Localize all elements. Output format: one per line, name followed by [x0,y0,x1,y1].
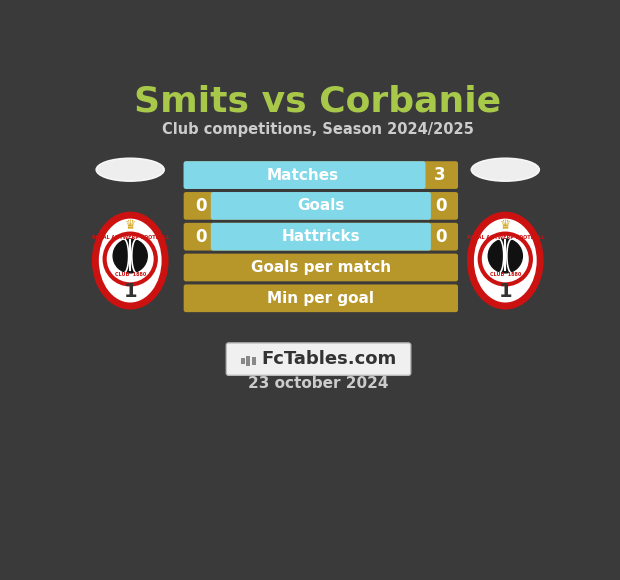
FancyBboxPatch shape [226,343,410,375]
Text: ♛: ♛ [125,219,136,231]
Circle shape [489,239,522,273]
FancyBboxPatch shape [184,161,425,189]
Text: 1: 1 [123,282,137,301]
Text: Hattricks: Hattricks [281,229,360,244]
Text: CLUB  1880: CLUB 1880 [490,272,521,277]
FancyBboxPatch shape [184,161,458,189]
Ellipse shape [471,215,540,306]
Text: 0: 0 [435,228,447,246]
Text: CLUB  1880: CLUB 1880 [115,272,146,277]
FancyBboxPatch shape [252,357,255,364]
Text: Min per goal: Min per goal [267,291,374,306]
Circle shape [113,239,148,273]
FancyBboxPatch shape [184,284,458,312]
Text: ROYAL ANTWERP FOOTBALL: ROYAL ANTWERP FOOTBALL [467,235,544,240]
Text: 3: 3 [433,166,445,184]
FancyBboxPatch shape [211,223,431,251]
Ellipse shape [476,220,534,295]
Text: Goals: Goals [297,198,345,213]
Text: ROYAL ANTWERP FOOTBALL: ROYAL ANTWERP FOOTBALL [92,235,169,240]
FancyBboxPatch shape [211,192,431,220]
Ellipse shape [96,158,164,182]
Ellipse shape [471,158,539,182]
Text: 1: 1 [498,282,512,301]
Text: 23 october 2024: 23 october 2024 [247,376,388,392]
Text: FcTables.com: FcTables.com [262,350,397,368]
FancyBboxPatch shape [247,356,250,365]
Text: Goals per match: Goals per match [250,260,391,275]
FancyBboxPatch shape [184,192,458,220]
Ellipse shape [100,220,159,295]
Text: 0: 0 [435,197,447,215]
Text: Club competitions, Season 2024/2025: Club competitions, Season 2024/2025 [162,122,474,137]
Text: 0: 0 [195,228,206,246]
Ellipse shape [95,215,165,306]
FancyBboxPatch shape [184,253,458,281]
Text: ♛: ♛ [500,219,511,231]
FancyBboxPatch shape [184,223,458,251]
FancyBboxPatch shape [241,358,245,364]
Text: 0: 0 [195,197,206,215]
Text: Matches: Matches [266,168,339,183]
Text: Smits vs Corbanie: Smits vs Corbanie [134,85,502,119]
